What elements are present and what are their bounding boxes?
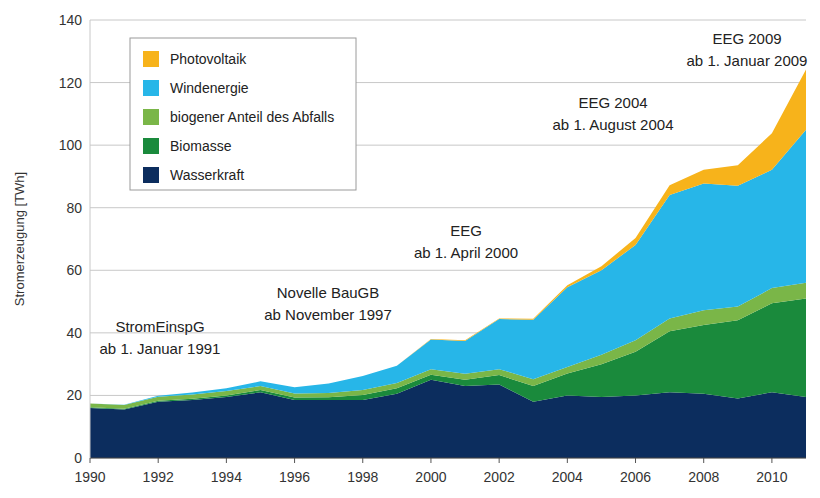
y-axis-label: Stromerzeugung [TWh] [12,172,27,306]
annotation: ab 1. August 2004 [553,116,674,133]
x-tick-label: 2004 [552,469,583,485]
x-tick [771,458,772,463]
x-tick-label: 2008 [688,469,719,485]
y-tick-label: 140 [59,12,83,28]
x-tick-label: 1990 [74,469,105,485]
y-axis [90,20,91,458]
legend-label: biogener Anteil des Abfalls [170,109,334,125]
y-tick-label: 120 [59,75,83,91]
x-axis [90,457,806,458]
annotation: ab November 1997 [264,306,392,323]
y-tick-label: 40 [66,325,82,341]
annotation: EEG 2009 [712,30,781,47]
chart: 0 20 40 60 80 100 120 140 1990 1992 1994 1996 1998 20… [0,0,820,498]
annotation: ab 1. Januar 2009 [687,52,808,69]
y-tick-label: 100 [59,137,83,153]
x-tick-label: 1998 [347,469,378,485]
x-tick-label: 2006 [620,469,651,485]
annotation: StromEinspG [115,318,204,335]
legend-swatch [143,167,159,183]
annotation: EEG 2004 [578,94,647,111]
legend-box [130,38,356,190]
legend: Photovoltaik Windenergie biogener Anteil d… [130,38,356,190]
x-tick-label: 2000 [415,469,446,485]
x-tick [430,458,431,463]
y-tick-label: 80 [66,200,82,216]
x-tick-label: 1996 [279,469,310,485]
legend-swatch [143,109,159,125]
legend-swatch [143,80,159,96]
annotation: ab 1. April 2000 [414,244,518,261]
legend-label: Photovoltaik [170,51,247,67]
area [90,130,806,405]
legend-swatch [143,138,159,154]
x-tick [499,458,500,463]
grid-line [90,458,806,459]
x-tick [635,458,636,463]
y-tick-label: 60 [66,262,82,278]
annotation: ab 1. Januar 1991 [100,340,221,357]
y-tick-label: 0 [74,450,82,466]
y-tick-label: 20 [66,387,82,403]
x-tick [158,458,159,463]
x-tick [567,458,568,463]
x-tick [294,458,295,463]
legend-label: Biomasse [170,138,232,154]
legend-swatch [143,51,159,67]
annotation: Novelle BauGB [277,284,380,301]
annotation: EEG [450,222,482,239]
x-tick [703,458,704,463]
x-tick-label: 2002 [484,469,515,485]
area [90,69,806,404]
legend-label: Wasserkraft [170,167,244,183]
legend-label: Windenergie [170,80,249,96]
background [0,0,820,498]
x-tick-label: 1992 [143,469,174,485]
x-tick [362,458,363,463]
x-tick-label: 1994 [211,469,242,485]
grid-line [90,20,806,21]
x-tick [90,458,91,463]
x-tick-label: 2010 [756,469,787,485]
x-tick [226,458,227,463]
